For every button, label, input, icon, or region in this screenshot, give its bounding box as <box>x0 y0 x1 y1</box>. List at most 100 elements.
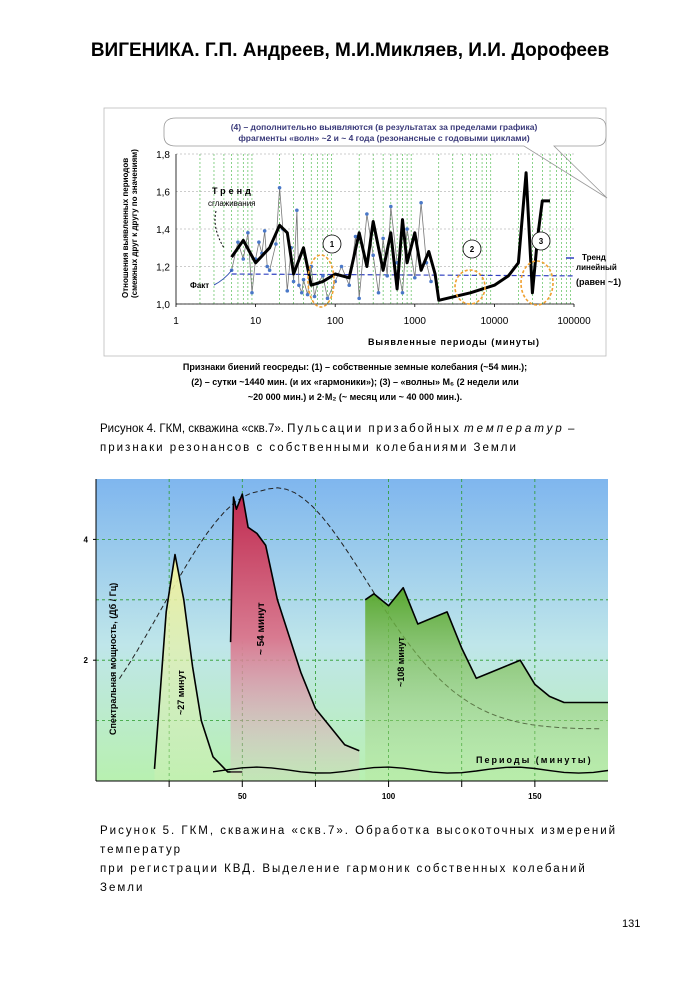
fact-point <box>274 242 278 246</box>
note-line-2: (2) – сутки ~1440 мин. (и их «гармоники»… <box>191 377 519 387</box>
fact-point <box>241 257 246 261</box>
fact-point <box>429 279 433 284</box>
fact-point <box>339 264 344 269</box>
y-tick-label: 1,2 <box>156 263 170 274</box>
fact-point <box>295 208 299 213</box>
fact-point <box>325 296 330 301</box>
callout-line-1: (4) – дополнительно выявляются (в резуль… <box>231 122 538 132</box>
fact-point <box>312 294 317 299</box>
x-tick-label: 1000 <box>404 316 427 327</box>
fact-point <box>321 274 325 278</box>
x-tick-label: 1 <box>173 316 179 327</box>
caption-1-part-e: признаки резонансов с собственными колеб… <box>100 442 518 454</box>
smoothing-trend-line <box>230 171 550 302</box>
fact-point <box>257 240 261 244</box>
x-tick-label: 100 <box>327 316 344 327</box>
y-tick-label: 2 <box>84 656 89 665</box>
peak-line-2 <box>364 586 608 704</box>
y-tick-label: 1,4 <box>156 225 170 236</box>
fact-point <box>262 229 267 233</box>
y-axis-label-line-2: (смежных друг к другу по значениям) <box>130 149 139 298</box>
fact-point <box>419 200 423 205</box>
resonance-marker-1: 1 <box>307 234 342 308</box>
y-tick-label: 1,0 <box>156 300 170 311</box>
fact-pointer <box>213 269 233 286</box>
label-54-minutes: ~ 54 минут <box>256 602 267 655</box>
peak-line-1 <box>229 493 360 752</box>
x-tick-label: 100000 <box>557 316 591 327</box>
baseline-trace <box>212 766 609 774</box>
svg-text:1: 1 <box>330 240 335 249</box>
y-tick-label: 1,8 <box>156 150 170 161</box>
fact-point <box>365 212 369 216</box>
fact-label: Факт <box>190 281 209 290</box>
note-line-3: ~20 000 мин.) и 2·M₂ (~ месяц или ~ 40 0… <box>247 392 463 402</box>
figure-periods-ratio: (4) – дополнительно выявляются (в резуль… <box>103 107 621 357</box>
envelope-curve <box>118 487 603 730</box>
fact-point <box>297 283 301 288</box>
fact-point <box>246 230 250 235</box>
resonance-marker-2: 2 <box>454 239 486 305</box>
fact-point <box>277 185 282 190</box>
axes: 1,0 1,2 1,4 1,6 1,8 1 10 100 1000 10000 100000 <box>156 150 591 327</box>
series <box>118 487 609 781</box>
y-axis-label-line-1: Отношения выявленных периодов <box>121 158 130 298</box>
fact-point <box>405 227 409 231</box>
y-tick-label: 4 <box>84 535 89 544</box>
trend-pointer <box>214 210 225 249</box>
x-tick-label: 10 <box>250 316 262 327</box>
peak-line-0 <box>153 553 243 773</box>
peak-area-2 <box>365 587 608 781</box>
fact-point <box>299 290 304 295</box>
peak-area-0 <box>154 554 243 781</box>
fact-point <box>357 296 361 301</box>
fact-point <box>265 264 270 269</box>
y-tick-label: 1,6 <box>156 188 170 199</box>
figure-4-caption: Рисунок 4. ГКМ, скважина «скв.7». Пульса… <box>100 420 610 458</box>
note-line-1: Признаки биений геосреды: (1) – собствен… <box>182 362 528 372</box>
svg-text:2: 2 <box>470 245 475 254</box>
spectral-power-chart: 2 4 50 100 150 Спектральная мощность, (Дб / … <box>84 479 609 801</box>
caption-1-part-d: – <box>568 423 575 435</box>
fact-point <box>371 253 375 258</box>
fact-point <box>291 279 296 284</box>
callout-bubble <box>163 117 608 199</box>
fact-point <box>236 240 240 244</box>
fact-point <box>400 290 405 295</box>
fact-point <box>250 290 254 295</box>
x-tick-label: 10000 <box>480 316 508 327</box>
trend-label: Тренд <box>212 186 254 196</box>
figure-spectral-power: 2 4 50 100 150 Спектральная мощность, (Дб / … <box>76 475 616 805</box>
series <box>229 171 575 302</box>
fact-point <box>347 283 352 288</box>
axes: 2 4 50 100 150 <box>84 479 608 801</box>
x-tick-label: 50 <box>238 792 247 801</box>
figure-5-caption: Рисунок 5. ГКМ, скважина «скв.7». Обрабо… <box>100 822 620 898</box>
fact-point <box>385 274 389 278</box>
page-header: ВИГЕНИКА. Г.П. Андреев, М.И.Микляев, И.И… <box>90 40 610 61</box>
periods-ratio-chart: (4) – дополнительно выявляются (в резуль… <box>103 107 621 357</box>
fact-point <box>413 275 417 280</box>
smoothing-label: сглаживания <box>208 199 256 208</box>
label-108-minutes: ~108 минут <box>396 636 406 687</box>
fact-point <box>353 234 358 239</box>
page-number: 131 <box>622 918 641 930</box>
svg-text:3: 3 <box>539 237 544 246</box>
peak-area-1 <box>230 494 360 781</box>
fact-point <box>267 268 272 273</box>
figure-1-note: Признаки биений геосреды: (1) – собствен… <box>104 360 606 405</box>
fact-point <box>305 292 310 297</box>
y-axis-label: Спектральная мощность, (Дб / Гц) <box>108 583 118 735</box>
x-tick-label: 100 <box>382 792 396 801</box>
fact-point <box>301 277 306 282</box>
fact-point <box>381 236 385 241</box>
linear-trend-label-2: линейный <box>576 263 617 272</box>
caption-1-part-c: температур <box>464 423 565 435</box>
caption-1-part-a: Рисунок 4. ГКМ, скважина «скв.7». <box>100 423 284 435</box>
callout-line-2: фрагменты «волн» ~2 и ~ 4 года (резонанс… <box>238 133 529 143</box>
fact-point <box>389 204 393 209</box>
linear-trend-label-1: Тренд <box>582 253 606 262</box>
caption-2-line-2: при регистрации КВД. Выделение гармоник … <box>100 863 587 894</box>
x-tick-label: 150 <box>528 792 542 801</box>
linear-trend-label-3: (равен ~1) <box>576 277 621 287</box>
